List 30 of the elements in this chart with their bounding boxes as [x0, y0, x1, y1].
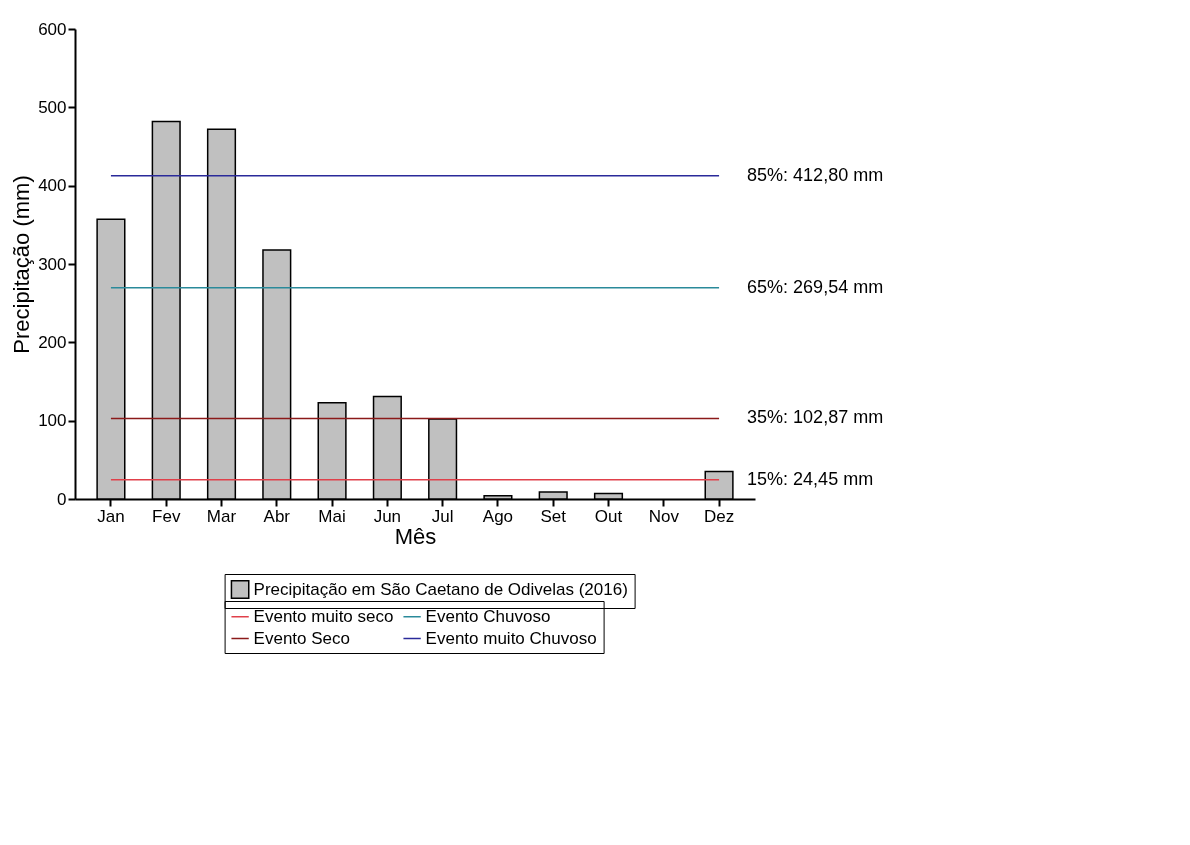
- x-tick-label: Nov: [648, 506, 680, 526]
- y-tick-label: 100: [38, 411, 67, 431]
- y-tick-label: 300: [38, 254, 67, 274]
- annotation: 65%: 269,54 mm: [747, 276, 884, 297]
- legend-label: Evento muito seco: [253, 606, 394, 626]
- y-tick-label: 0: [57, 489, 67, 509]
- x-tick-label: Jun: [373, 506, 402, 526]
- x-tick-label: Mai: [318, 506, 346, 526]
- x-axis-title: Mês: [394, 523, 437, 549]
- legend-label: Evento Seco: [253, 628, 351, 648]
- x-tick-label: Mar: [206, 506, 237, 526]
- x-tick-label: Dez: [703, 506, 735, 526]
- legend-label: Evento Chuvoso: [425, 606, 551, 626]
- legend-label: Evento muito Chuvoso: [425, 628, 597, 648]
- x-tick-label: Jan: [97, 506, 125, 526]
- x-tick-label: Fev: [152, 506, 181, 526]
- y-tick-label: 500: [38, 97, 67, 117]
- y-tick-label: 600: [38, 19, 67, 39]
- annotation: 35%: 102,87 mm: [747, 407, 884, 428]
- legend-label: Precipitação em São Caetano de Odivelas (2016): [253, 579, 628, 599]
- y-tick-label: 400: [38, 176, 67, 196]
- y-axis-title: Precipitação (mm): [9, 175, 35, 354]
- annotation: 15%: 24,45 mm: [747, 468, 874, 489]
- x-tick-label: Jul: [431, 506, 454, 526]
- x-tick-label: Set: [540, 506, 567, 526]
- y-tick-label: 200: [38, 332, 67, 352]
- x-tick-label: Ago: [482, 506, 514, 526]
- x-tick-label: Out: [594, 506, 623, 526]
- x-tick-label: Abr: [263, 506, 291, 526]
- annotation: 85%: 412,80 mm: [747, 164, 884, 185]
